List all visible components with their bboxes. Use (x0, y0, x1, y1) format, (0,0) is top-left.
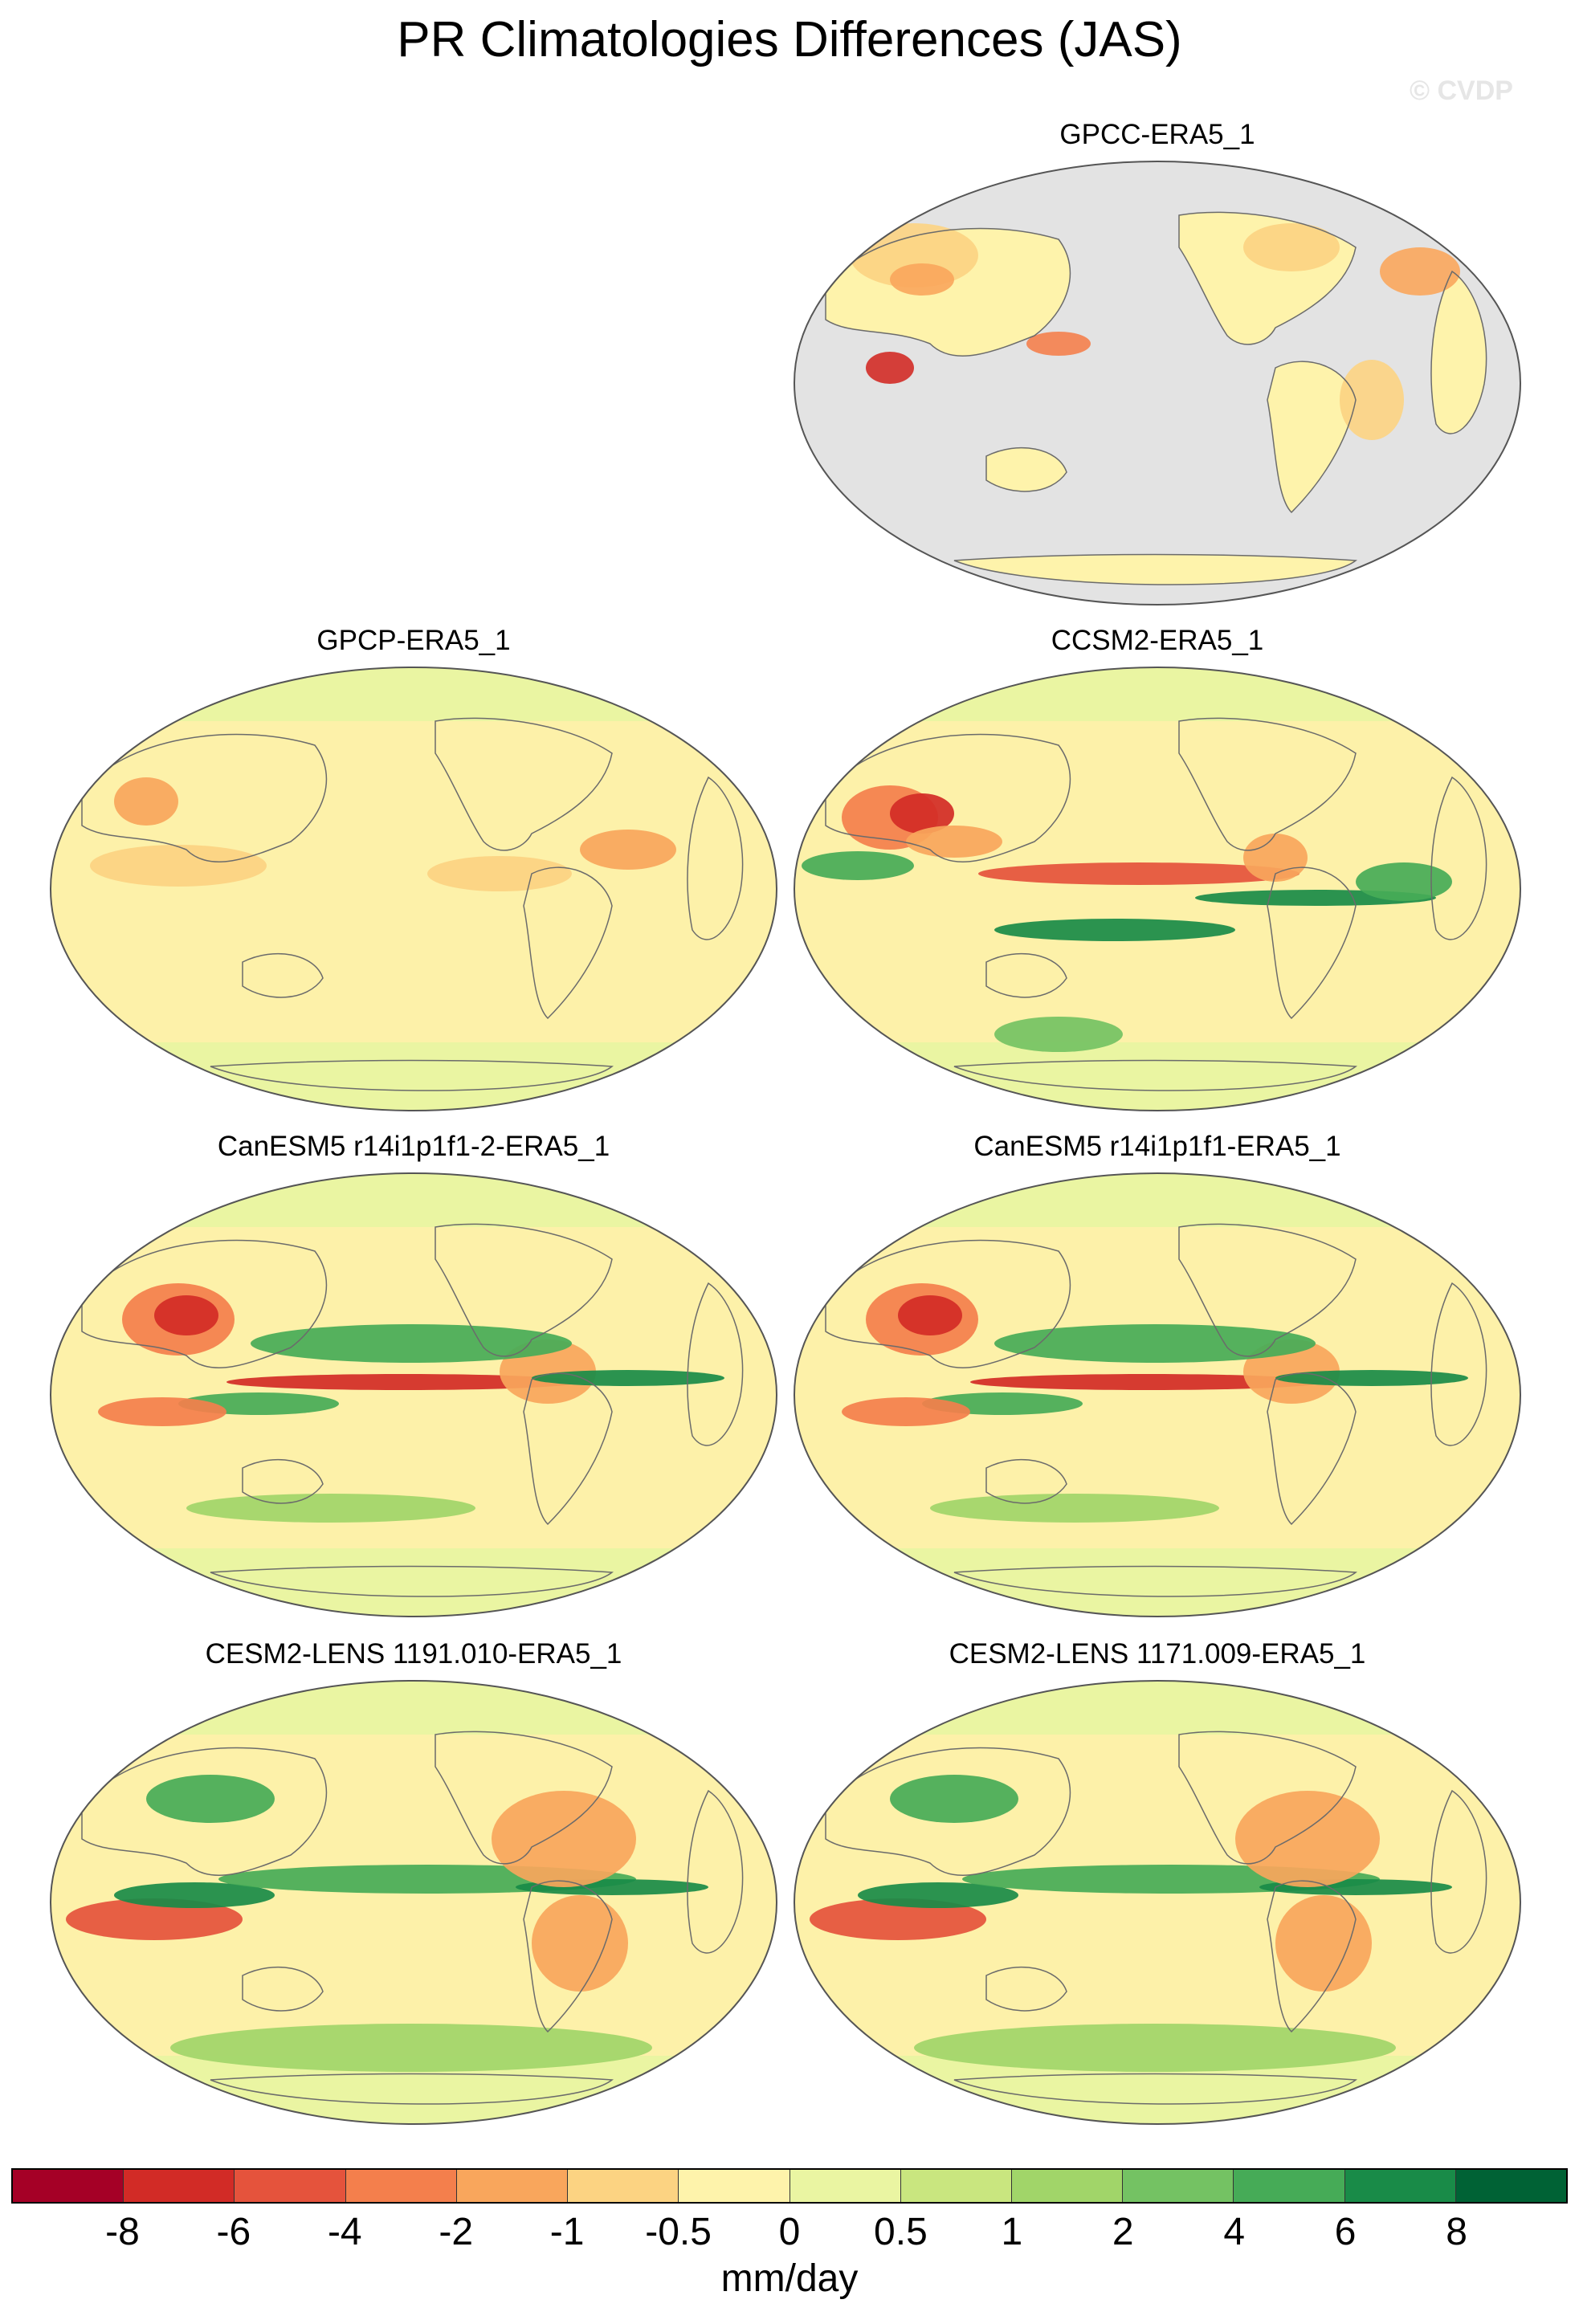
colorbar-cell (235, 2170, 346, 2202)
colorbar-cell (679, 2170, 790, 2202)
colorbar-cell (345, 2170, 457, 2202)
colorbar-tick-label: -1 (549, 2211, 585, 2253)
colorbar-tick-label: -6 (216, 2211, 251, 2253)
map-plot (794, 1172, 1521, 1617)
colorbar-cell (456, 2170, 569, 2202)
map-plot (50, 667, 777, 1111)
colorbar-tick-label: 1 (1001, 2211, 1023, 2253)
panel-title: CanESM5 r14i1p1f1-ERA5_1 (973, 1131, 1341, 1162)
colorbar-cell (568, 2170, 679, 2202)
colorbar-cell (1011, 2170, 1124, 2202)
map-panel: CanESM5 r14i1p1f1-2-ERA5_1 (50, 1131, 777, 1627)
colorbar-units: mm/day (720, 2257, 859, 2300)
colorbar-tick-label: 6 (1334, 2211, 1357, 2253)
colorbar-cell (1344, 2170, 1456, 2202)
colorbar-cell (13, 2170, 124, 2202)
map-plot (794, 161, 1521, 605)
panel-title: CanESM5 r14i1p1f1-2-ERA5_1 (217, 1131, 610, 1162)
panel-title: CESM2-LENS 1191.010-ERA5_1 (205, 1638, 622, 1670)
colorbar-tick-label: -4 (327, 2211, 362, 2253)
map-plot (794, 1680, 1521, 2125)
colorbar-tick-label: 2 (1112, 2211, 1134, 2253)
figure-title: PR Climatologies Differences (JAS) (397, 12, 1182, 67)
colorbar-cell (1123, 2170, 1234, 2202)
map-panel: CCSM2-ERA5_1 (794, 625, 1521, 1121)
panel-title: GPCP-ERA5_1 (316, 625, 511, 656)
map-panel: CESM2-LENS 1191.010-ERA5_1 (50, 1638, 777, 2134)
map-panel: CanESM5 r14i1p1f1-ERA5_1 (794, 1131, 1521, 1627)
colorbar-cell (900, 2170, 1012, 2202)
colorbar-cell (790, 2170, 901, 2202)
copyright-label: © CVDP (1410, 75, 1513, 106)
colorbar-cell (124, 2170, 235, 2202)
map-panel: CESM2-LENS 1171.009-ERA5_1 (794, 1638, 1521, 2134)
map-plot (50, 1172, 777, 1617)
colorbar-tick-label: -2 (439, 2211, 474, 2253)
colorbar-cell (1455, 2170, 1567, 2202)
colorbar-tick-label: 0 (778, 2211, 801, 2253)
panel-title: CCSM2-ERA5_1 (1051, 625, 1264, 656)
colorbar-tick-label: 8 (1446, 2211, 1467, 2253)
panel-title: GPCC-ERA5_1 (1059, 119, 1255, 150)
colorbar-tick-label: 4 (1223, 2211, 1246, 2253)
map-plot (794, 667, 1521, 1111)
panel-title: CESM2-LENS 1171.009-ERA5_1 (949, 1638, 1366, 1670)
colorbar-tick-label: 0.5 (874, 2211, 928, 2253)
map-panel: GPCP-ERA5_1 (50, 625, 777, 1121)
colorbar-tick-label: -8 (105, 2211, 140, 2253)
colorbar-tick-label: -0.5 (645, 2211, 712, 2253)
colorbar-cell (1234, 2170, 1345, 2202)
map-panel: GPCC-ERA5_1 (794, 119, 1521, 615)
map-plot (50, 1680, 777, 2125)
colorbar (11, 2168, 1568, 2204)
